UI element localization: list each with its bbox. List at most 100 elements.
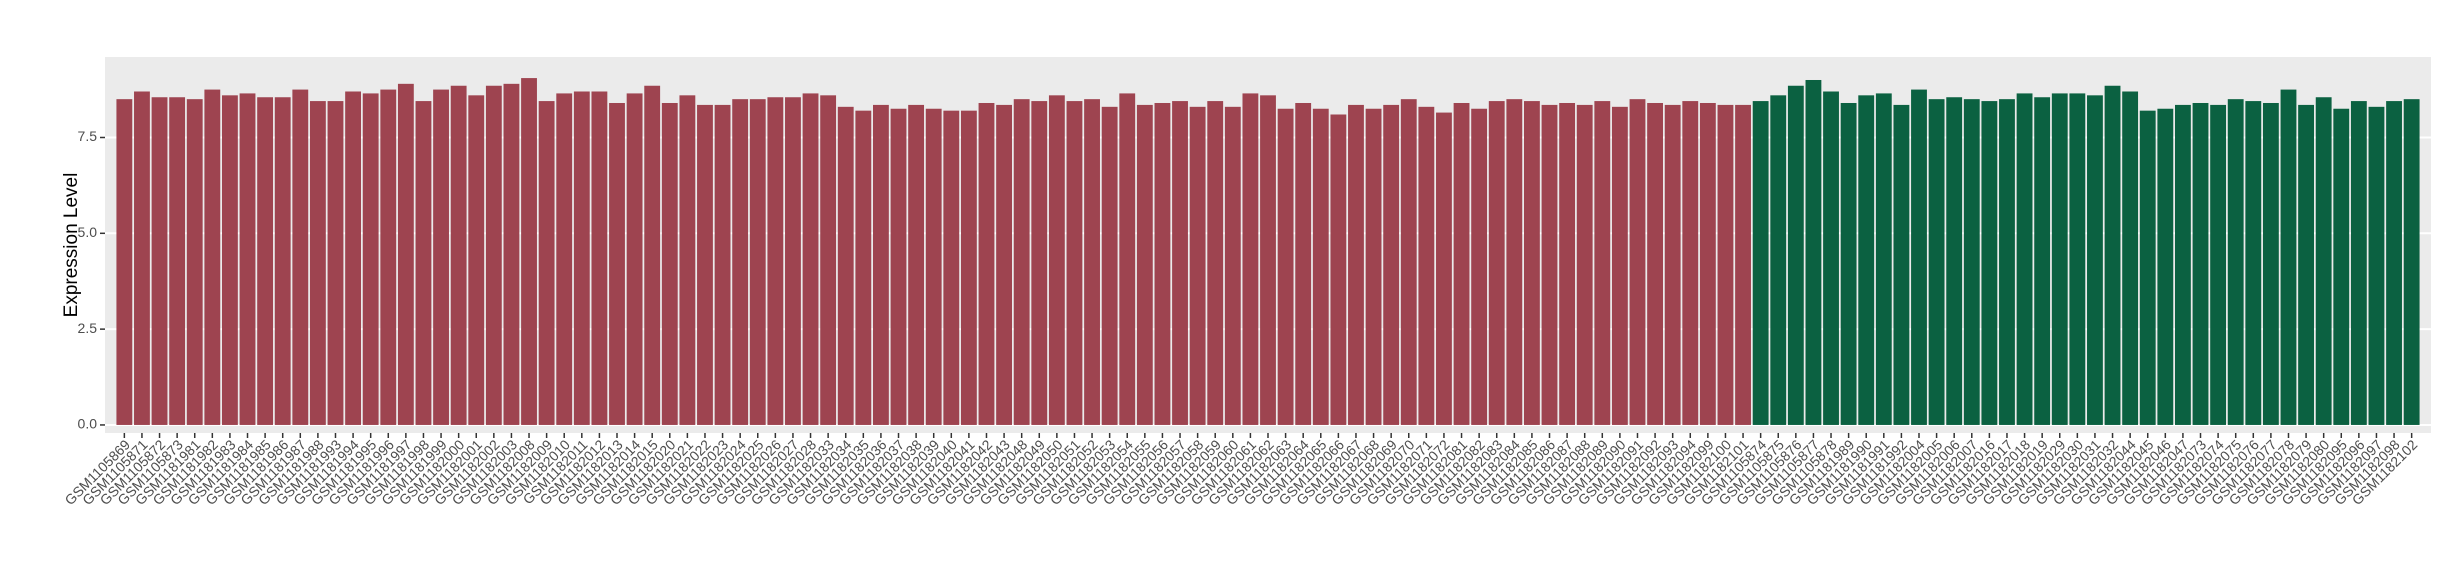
bar xyxy=(2298,104,2314,425)
bar xyxy=(134,91,150,425)
bar xyxy=(556,93,573,425)
bar xyxy=(591,91,608,425)
bar xyxy=(1189,106,1206,425)
bar xyxy=(433,89,449,425)
bar xyxy=(1295,102,1312,425)
bar xyxy=(309,101,326,425)
bar xyxy=(1752,101,1769,425)
bar xyxy=(222,95,238,425)
bar xyxy=(1101,106,1118,425)
bar xyxy=(1453,102,1470,425)
bar xyxy=(2122,91,2139,425)
bar xyxy=(1629,99,1646,425)
bar xyxy=(2174,104,2191,425)
bar xyxy=(1383,104,1400,425)
bar xyxy=(1928,99,1945,425)
bar xyxy=(2368,106,2385,425)
bar xyxy=(1541,104,1558,425)
bar xyxy=(1031,101,1048,425)
bar xyxy=(151,97,168,425)
bar xyxy=(714,104,731,425)
bar xyxy=(2245,101,2262,425)
bar xyxy=(1488,101,1505,425)
bar xyxy=(1682,101,1699,425)
bar xyxy=(1312,108,1329,425)
bar xyxy=(1664,104,1681,425)
bar xyxy=(1611,106,1628,425)
bar xyxy=(1260,95,1276,425)
bar xyxy=(1119,93,1136,425)
bar xyxy=(732,99,749,425)
bar xyxy=(1735,104,1751,425)
bar xyxy=(2034,97,2051,425)
bar xyxy=(1875,93,1892,425)
bar xyxy=(2104,85,2121,425)
bar xyxy=(1823,91,1839,425)
bar xyxy=(450,85,467,425)
bar xyxy=(1048,95,1065,425)
bar xyxy=(1699,102,1716,425)
bar xyxy=(609,102,625,425)
bar xyxy=(169,97,186,425)
bar xyxy=(1348,104,1364,425)
bar xyxy=(2262,102,2279,425)
bar xyxy=(2139,110,2156,425)
bar xyxy=(1330,114,1347,425)
bar xyxy=(2315,97,2332,425)
bar xyxy=(785,97,801,425)
bar xyxy=(292,89,309,425)
bar xyxy=(1805,79,1822,425)
bar xyxy=(2403,99,2420,425)
bar xyxy=(1946,97,1963,425)
bar xyxy=(204,89,221,425)
y-tick-label: 5.0 xyxy=(78,224,98,240)
bar xyxy=(802,93,819,425)
bar xyxy=(855,110,872,425)
bar xyxy=(380,89,397,425)
bar xyxy=(345,91,362,425)
y-axis-title: Expression Level xyxy=(61,173,82,318)
bar xyxy=(890,108,907,425)
bar xyxy=(697,104,713,425)
bar xyxy=(1436,112,1452,425)
bar xyxy=(1242,93,1259,425)
bar xyxy=(1418,106,1435,425)
bar xyxy=(2192,102,2209,425)
bar xyxy=(397,83,414,425)
bar xyxy=(186,99,203,425)
bar xyxy=(1647,102,1663,425)
bar xyxy=(960,110,977,425)
bar xyxy=(1770,95,1787,425)
bar xyxy=(503,83,520,425)
y-tick-label: 7.5 xyxy=(78,128,98,144)
bar xyxy=(1858,95,1875,425)
bar xyxy=(1365,108,1382,425)
bar xyxy=(2051,93,2068,425)
bar xyxy=(239,93,256,425)
bar xyxy=(1981,101,1998,425)
bar xyxy=(538,101,555,425)
bar xyxy=(327,101,344,425)
bar xyxy=(644,85,661,425)
bar xyxy=(767,97,784,425)
bar xyxy=(1506,99,1523,425)
bar xyxy=(1911,89,1927,425)
y-tick-label: 0.0 xyxy=(78,416,98,432)
bar xyxy=(2087,95,2103,425)
bar xyxy=(2333,108,2350,425)
bar xyxy=(468,95,485,425)
bar xyxy=(1576,104,1593,425)
bar xyxy=(996,104,1012,425)
bar xyxy=(485,85,502,425)
bar xyxy=(1594,101,1611,425)
bar xyxy=(1207,101,1224,425)
bar xyxy=(1893,104,1910,425)
bar xyxy=(1172,101,1188,425)
bar xyxy=(1400,99,1417,425)
bar xyxy=(1013,99,1030,425)
bar xyxy=(679,95,696,425)
bar xyxy=(2350,101,2367,425)
y-tick-label: 2.5 xyxy=(78,320,98,336)
bar xyxy=(1524,101,1540,425)
